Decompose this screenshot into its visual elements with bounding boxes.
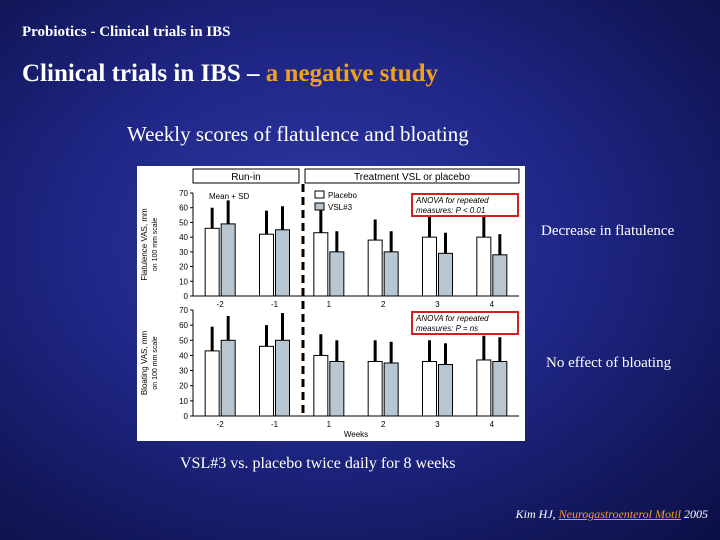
panel-bottom-bar-vsl3 <box>438 364 453 417</box>
panel-top-bar-vsl3 <box>329 251 345 297</box>
bar-chart-figure: Run-in Treatment VSL or placebo 0 10 20 30 40 5… <box>137 166 525 441</box>
panel-bottom-y-tick-label: 10 <box>179 397 188 406</box>
panel-bottom-x-tick-label: 3 <box>435 420 440 429</box>
panel-top-bar-placebo <box>204 227 220 297</box>
panel-top-bar-vsl3 <box>275 229 290 297</box>
panel-top-bar-vsl3 <box>438 252 453 297</box>
panel-bottom-x-tick-label: -2 <box>217 420 225 429</box>
panel-top-bar-vsl3 <box>220 223 236 297</box>
panel-top-anova-line-2: measures: P < 0.01 <box>416 206 485 215</box>
panel-bottom-bar-placebo <box>422 360 437 417</box>
panel-top-y-tick-label: 40 <box>179 233 188 242</box>
panel-bottom-bar-vsl3 <box>329 360 345 417</box>
panel-top-y-tick-label: 10 <box>179 277 188 286</box>
panel-top-anova-line-1: ANOVA for repeated <box>415 196 489 205</box>
chart-svg: Run-in Treatment VSL or placebo0102030405… <box>140 168 520 439</box>
panel-bottom-y-tick-label: 0 <box>184 412 189 421</box>
runin-header-label: Run-in <box>231 172 260 183</box>
annotation-flatulence: Decrease in flatulence <box>541 223 675 239</box>
title-part-2: a negative study <box>265 60 439 87</box>
panel-top-x-tick-label: -1 <box>271 300 279 309</box>
panel-bottom-y-tick-label: 30 <box>179 367 188 376</box>
panel-bottom-bar-vsl3 <box>275 339 290 417</box>
panel-top-y-tick-label: 60 <box>179 204 188 213</box>
panel-bottom-xlabel: Weeks <box>344 430 368 439</box>
panel-bottom-anova-line-2: measures: P = ns <box>416 324 478 333</box>
panel-bottom-y-tick-label: 70 <box>179 306 188 315</box>
header-small-title: Probiotics - Clinical trials in IBS <box>22 24 231 40</box>
treatment-header-box <box>304 168 520 184</box>
panel-bottom-x-tick-label: 4 <box>490 420 495 429</box>
panel-bottom-bar-placebo <box>313 354 329 417</box>
panel-bottom-anova-box <box>411 311 519 335</box>
panel-bottom-y-tick-label: 60 <box>179 321 188 330</box>
panel-bottom-ylabel: Bloating VAS, mm <box>140 331 149 396</box>
panel-top-y-tick-label: 20 <box>179 263 188 272</box>
panel-bottom-anova-line-1: ANOVA for repeated <box>415 314 489 323</box>
panel-top-x-tick-label: 3 <box>435 300 440 309</box>
panel-top-bar-placebo <box>259 233 274 297</box>
page-title: Clinical trials in IBS – a negative stud… <box>22 60 438 88</box>
bottom-note: VSL#3 vs. placebo twice daily for 8 week… <box>180 455 456 472</box>
panel-top-y-tick-label: 50 <box>179 218 188 227</box>
legend-placebo-label: Placebo <box>328 191 357 200</box>
panel-bottom-bar-placebo <box>204 350 220 417</box>
panel-top-y-tick-label: 0 <box>184 292 189 301</box>
panel-top-bar-placebo <box>313 232 329 297</box>
panel-top-y-tick-label: 30 <box>179 248 188 257</box>
panel-top-y-tick-label: 70 <box>179 189 188 198</box>
panel-bottom-bar-vsl3 <box>383 362 399 417</box>
panel-bottom-ylabel-secondary: on 100 mm scale <box>152 336 159 389</box>
panel-top-ylabel-secondary: on 100 mm scale <box>152 218 159 271</box>
panel-bottom-x-tick-label: -1 <box>271 420 279 429</box>
panel-top-bar-placebo <box>367 239 383 297</box>
panel-top-x-tick-label: 2 <box>381 300 386 309</box>
panel-bottom-x-tick-label: 1 <box>327 420 332 429</box>
panel-top-bar-vsl3 <box>383 251 399 297</box>
panel-bottom-y-tick-label: 40 <box>179 351 188 360</box>
citation-journal-link[interactable]: Neurogastroenterol Motil <box>558 507 681 521</box>
legend-vsl3-swatch <box>314 202 325 211</box>
panel-top-bar-placebo <box>476 236 492 297</box>
legend-vsl3-label: VSL#3 <box>328 203 353 212</box>
panel-bottom-y-tick-label: 50 <box>179 336 188 345</box>
panel-top-ylabel: Flatulence VAS, mm <box>140 208 149 281</box>
title-part-1: Clinical trials in IBS – <box>22 60 266 87</box>
annotation-bloating: No effect of bloating <box>546 355 672 371</box>
citation-author: Kim HJ, <box>515 507 559 521</box>
legend-stat-label: Mean + SD <box>209 192 249 201</box>
chart-subtitle: Weekly scores of flatulence and bloating <box>127 122 469 146</box>
panel-top-bar-placebo <box>422 236 437 297</box>
panel-bottom-bar-vsl3 <box>492 360 508 417</box>
citation-year: 2005 <box>681 507 708 521</box>
panel-top-bar-vsl3 <box>492 254 508 297</box>
panel-top-anova-box <box>411 193 519 217</box>
panel-bottom-bar-placebo <box>259 345 274 417</box>
panel-top-x-tick-label: 4 <box>490 300 495 309</box>
panel-top-x-tick-label: 1 <box>327 300 332 309</box>
treatment-header-label: Treatment VSL or placebo <box>354 172 470 183</box>
panel-top-x-tick-label: -2 <box>217 300 225 309</box>
legend-placebo-swatch <box>314 190 325 199</box>
citation: Kim HJ, Neurogastroenterol Motil 2005 <box>516 507 708 522</box>
runin-header-box <box>192 168 300 184</box>
panel-bottom-bar-placebo <box>367 360 383 417</box>
panel-bottom-y-tick-label: 20 <box>179 382 188 391</box>
panel-bottom-bar-vsl3 <box>220 339 236 417</box>
panel-bottom-bar-placebo <box>476 359 492 417</box>
panel-bottom-x-tick-label: 2 <box>381 420 386 429</box>
